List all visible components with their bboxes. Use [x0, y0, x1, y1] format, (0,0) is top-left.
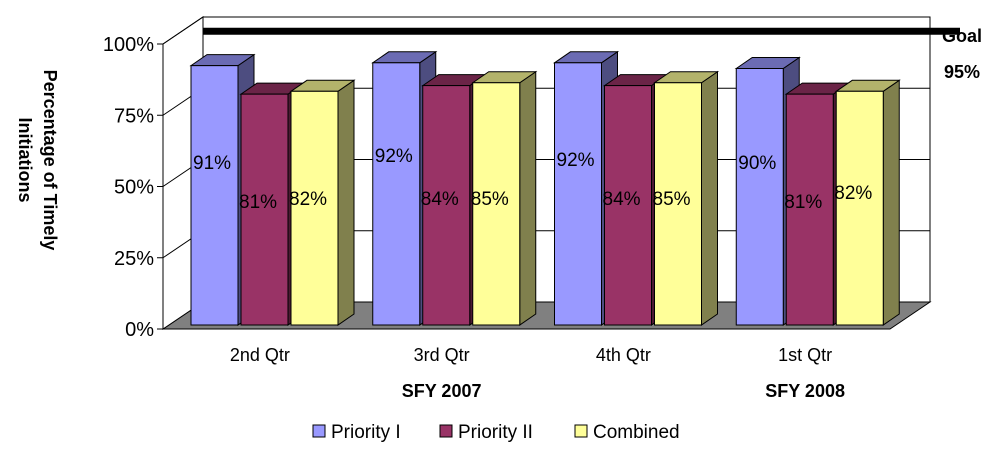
data-label: 82%	[289, 189, 327, 210]
bar	[654, 82, 702, 326]
data-label: 81%	[239, 192, 277, 213]
x-tick-label: 3rd Qtr	[414, 345, 470, 365]
bar	[554, 62, 602, 326]
bar-side	[882, 79, 900, 326]
y-tick-label: 50%	[114, 177, 154, 199]
legend-label: Priority I	[331, 422, 401, 443]
x-group-label: SFY 2007	[402, 381, 482, 401]
data-label: 85%	[471, 189, 509, 210]
bar-side	[337, 79, 355, 326]
bar	[735, 68, 784, 326]
data-label: 84%	[421, 189, 459, 210]
bar	[372, 62, 421, 326]
bar	[785, 93, 834, 326]
data-label: 82%	[834, 183, 872, 204]
legend-swatch	[439, 424, 453, 438]
bar-side	[519, 70, 537, 326]
y-axis-label-line-2: Initiations	[15, 118, 35, 203]
data-label: 92%	[375, 146, 413, 167]
x-group-label: SFY 2008	[765, 381, 845, 401]
gridline	[162, 16, 930, 45]
bar	[835, 90, 884, 326]
legend-swatch	[574, 424, 588, 438]
y-axis-label-line-1: Percentage of Timely	[40, 70, 60, 251]
data-label: 84%	[603, 189, 641, 210]
x-tick-label: 4th Qtr	[596, 345, 651, 365]
bar	[290, 90, 339, 326]
goal-label-line-2: 95%	[944, 62, 980, 82]
data-label: 81%	[784, 192, 822, 213]
goal-label-line-1: Goal	[942, 26, 982, 46]
data-label: 85%	[653, 189, 691, 210]
data-label: 90%	[738, 153, 776, 174]
y-tick-label: 75%	[114, 105, 154, 127]
bar	[240, 93, 289, 326]
bar	[422, 85, 471, 326]
bar	[190, 65, 239, 326]
bar	[472, 82, 521, 326]
bar	[604, 85, 652, 326]
y-tick-label: 25%	[114, 248, 154, 270]
legend-label: Priority II	[458, 422, 533, 443]
legend-label: Combined	[593, 422, 680, 443]
x-tick-label: 2nd Qtr	[230, 345, 290, 365]
data-label: 92%	[557, 150, 595, 171]
data-label: 91%	[193, 153, 231, 174]
y-tick-label: 100%	[103, 34, 154, 56]
y-tick-label: 0%	[125, 319, 154, 341]
x-tick-label: 1st Qtr	[778, 345, 832, 365]
bar-side	[701, 70, 718, 326]
legend-swatch	[312, 424, 326, 438]
